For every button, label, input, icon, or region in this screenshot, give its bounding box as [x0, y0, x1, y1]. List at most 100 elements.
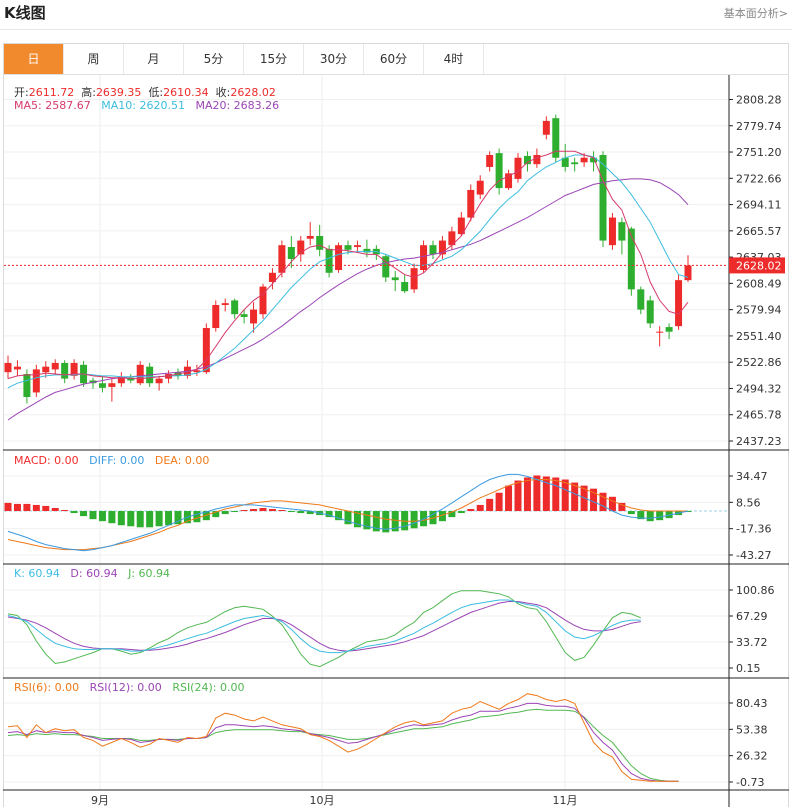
ma5-label: MA5: — [14, 99, 42, 112]
candle-body — [136, 364, 144, 384]
tab-15min[interactable]: 15分 — [244, 44, 304, 74]
axis-tick-label: 2779.74 — [736, 120, 782, 133]
macd-bar — [533, 475, 541, 512]
macd-bar — [476, 504, 484, 512]
macd-bar — [231, 511, 239, 513]
chart-panel — [3, 43, 789, 807]
macd-bar — [448, 511, 456, 518]
macd-bar — [420, 511, 428, 527]
axis-tick-label: 8.56 — [736, 496, 761, 509]
macd-bar — [637, 511, 645, 520]
axis-tick-label: 2665.57 — [736, 225, 782, 238]
candle-body — [344, 245, 352, 250]
axis-tick-label: -43.27 — [736, 549, 771, 562]
diff-value: DIFF: 0.00 — [89, 454, 145, 467]
high-value: 2639.35 — [95, 86, 142, 99]
tabs-divider — [3, 74, 789, 75]
candle-body — [608, 217, 616, 246]
candle-body — [420, 245, 428, 271]
tab-5min[interactable]: 5分 — [184, 44, 244, 74]
candle-body — [656, 331, 664, 333]
tab-day[interactable]: 日 — [4, 44, 64, 74]
candle-body — [505, 173, 513, 189]
macd-bar — [51, 507, 59, 512]
macd-bar — [136, 511, 144, 528]
axis-tick-label: 2808.28 — [736, 94, 782, 107]
candle-body — [561, 157, 569, 167]
candle-body — [231, 300, 239, 315]
macd-bar — [325, 511, 333, 518]
macd-bar — [32, 504, 40, 512]
candle-body — [98, 383, 106, 388]
macd-bar — [401, 511, 409, 531]
ma-legend: MA5: 2587.67 MA10: 2620.51 MA20: 2683.26 — [14, 99, 279, 112]
candle-body — [391, 277, 399, 281]
macd-bar — [382, 511, 390, 533]
macd-bar — [42, 505, 50, 512]
tab-60min[interactable]: 60分 — [364, 44, 424, 74]
macd-bar — [212, 511, 220, 518]
axis-tick-label: 2494.32 — [736, 382, 782, 395]
candle-body — [250, 309, 258, 324]
tab-week[interactable]: 周 — [64, 44, 124, 74]
axis-tick-label: -0.73 — [736, 776, 764, 789]
axis-tick-label: 53.38 — [736, 723, 768, 736]
fundamental-analysis-link[interactable]: 基本面分析> — [723, 7, 788, 20]
candle-body — [665, 327, 673, 332]
tab-30min[interactable]: 30分 — [304, 44, 364, 74]
macd-bar — [174, 511, 182, 525]
candle-body — [306, 235, 314, 239]
ma20-label: MA20: — [195, 99, 231, 112]
candle-body — [457, 217, 465, 235]
candle-body — [278, 245, 286, 273]
macd-bar — [438, 511, 446, 522]
candle-body — [486, 154, 494, 167]
rsi6-value: RSI(6): 0.00 — [14, 681, 80, 694]
macd-bar — [127, 511, 135, 527]
macd-bar — [221, 511, 229, 515]
candle-body — [32, 369, 40, 393]
period-tabs: 日 周 月 5分 15分 30分 60分 4时 — [4, 44, 484, 74]
candle-body — [542, 120, 550, 135]
macd-bar — [117, 511, 125, 526]
candle-body — [212, 304, 220, 329]
candle-body — [410, 268, 418, 290]
candle-body — [627, 228, 635, 290]
macd-bar — [363, 511, 371, 530]
close-value: 2628.02 — [230, 86, 276, 99]
macd-bar — [410, 511, 418, 529]
candle-body — [325, 248, 333, 273]
candle-body — [618, 222, 626, 241]
tab-month[interactable]: 月 — [124, 44, 184, 74]
candle-body — [495, 153, 503, 189]
macd-bar — [353, 511, 361, 528]
macd-bar — [13, 503, 21, 512]
macd-bar — [552, 477, 560, 512]
candle-body — [51, 362, 59, 370]
x-axis-label: 11月 — [553, 794, 578, 807]
low-value: 2610.34 — [163, 86, 209, 99]
k-line — [7, 599, 641, 654]
macd-bar — [618, 502, 626, 512]
macd-bar — [89, 511, 97, 520]
j-value: J: 60.94 — [128, 567, 171, 580]
macd-bar — [656, 511, 664, 521]
axis-tick-label: 2522.86 — [736, 356, 782, 369]
macd-bar — [297, 511, 305, 514]
macd-bar — [505, 485, 513, 512]
candle-body — [70, 362, 78, 376]
page-title: K线图 — [4, 4, 46, 22]
rsi24-value: RSI(24): 0.00 — [172, 681, 245, 694]
candle-body — [646, 300, 654, 324]
candle-body — [448, 231, 456, 246]
macd-bar — [599, 492, 607, 512]
axis-tick-label: 100.86 — [736, 584, 775, 597]
x-axis-label: 9月 — [91, 794, 109, 807]
axis-tick-label: 26.32 — [736, 750, 768, 763]
ma20-value: 2683.26 — [233, 99, 280, 112]
axis-tick-label: 2694.11 — [736, 199, 782, 212]
low-label: 低: — [148, 86, 164, 99]
macd-bar — [571, 482, 579, 512]
tab-4hour[interactable]: 4时 — [424, 44, 484, 74]
